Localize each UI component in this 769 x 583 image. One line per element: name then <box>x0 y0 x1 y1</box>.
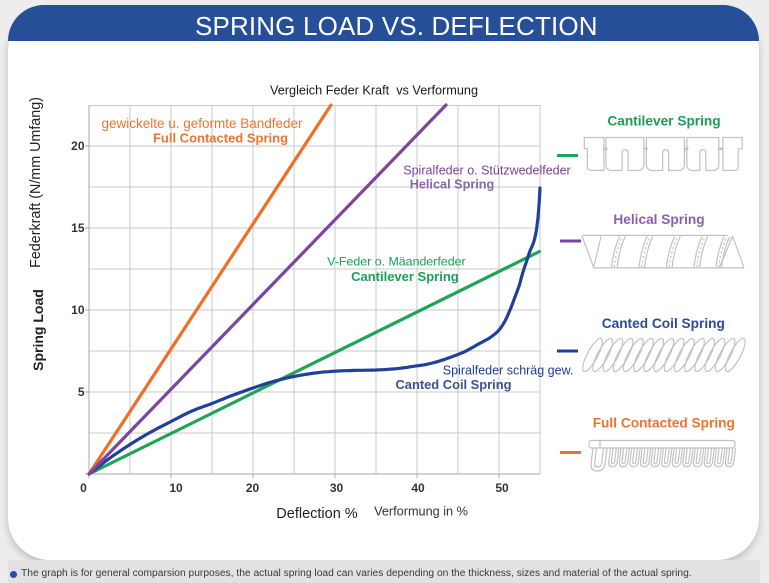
svg-text:Spring Load: Spring Load <box>30 289 46 371</box>
svg-text:Full Contacted Spring: Full Contacted Spring <box>153 131 288 146</box>
svg-text:V-Feder o. Mäanderfeder: V-Feder o. Mäanderfeder <box>327 255 465 269</box>
svg-text:0: 0 <box>80 481 87 495</box>
svg-text:Spiralfeder o. Stützwedelfeder: Spiralfeder o. Stützwedelfeder <box>403 163 570 177</box>
svg-text:30: 30 <box>330 481 344 495</box>
svg-text:10: 10 <box>169 481 183 495</box>
svg-text:20: 20 <box>71 139 85 153</box>
svg-text:Federkraft (N/mm Umfang): Federkraft (N/mm Umfang) <box>28 97 44 268</box>
svg-text:5: 5 <box>78 385 85 399</box>
svg-text:Spiralfeder schräg gew.: Spiralfeder schräg gew. <box>443 364 574 378</box>
svg-text:40: 40 <box>411 481 425 495</box>
svg-text:gewickelte u. geformte Bandfed: gewickelte u. geformte Bandfeder <box>101 116 303 131</box>
svg-text:50: 50 <box>495 481 509 495</box>
svg-text:Helical Spring: Helical Spring <box>410 177 495 191</box>
svg-text:Helical Spring: Helical Spring <box>613 212 704 227</box>
svg-text:Full Contacted Spring: Full Contacted Spring <box>593 416 735 431</box>
svg-text:Deflection %: Deflection % <box>276 506 358 522</box>
svg-text:Cantilever Spring: Cantilever Spring <box>607 114 720 129</box>
svg-text:15: 15 <box>71 221 85 235</box>
svg-text:10: 10 <box>71 303 85 317</box>
svg-text:Vergleich Feder Kraft vs Verf: Vergleich Feder Kraft vs Verformung <box>270 84 478 98</box>
svg-text:20: 20 <box>246 481 260 495</box>
svg-text:Verformung in %: Verformung in % <box>374 505 468 519</box>
svg-text:Cantilever Spring: Cantilever Spring <box>351 269 459 284</box>
svg-text:Canted Coil Spring: Canted Coil Spring <box>602 316 725 331</box>
svg-text:Canted Coil Spring: Canted Coil Spring <box>395 377 511 392</box>
